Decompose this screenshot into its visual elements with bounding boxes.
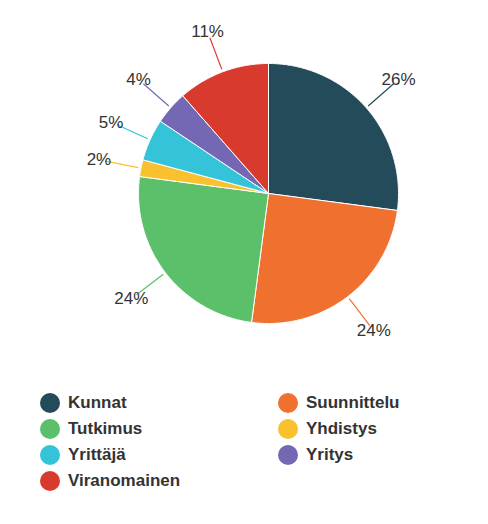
html-text:Yrittäjä: Yrittäjä (68, 445, 126, 464)
svg-text:5%: 5% (99, 113, 124, 132)
html-text:Yritys: Yritys (306, 445, 354, 464)
html-text:Viranomainen: Viranomainen (68, 471, 181, 490)
svg-text:4%: 4% (126, 70, 151, 89)
svg-text:26%: 26% (381, 70, 415, 89)
html-text:Kunnat: Kunnat (68, 393, 127, 412)
html-text:Tutkimus: Tutkimus (68, 419, 143, 438)
svg-text:11%: 11% (191, 22, 224, 41)
svg-text:24%: 24% (114, 289, 148, 308)
html-text:Yhdistys: Yhdistys (306, 419, 377, 438)
svg-text:2%: 2% (87, 150, 112, 169)
svg-text:24%: 24% (357, 321, 391, 340)
html-text:Suunnittelu: Suunnittelu (306, 393, 400, 412)
